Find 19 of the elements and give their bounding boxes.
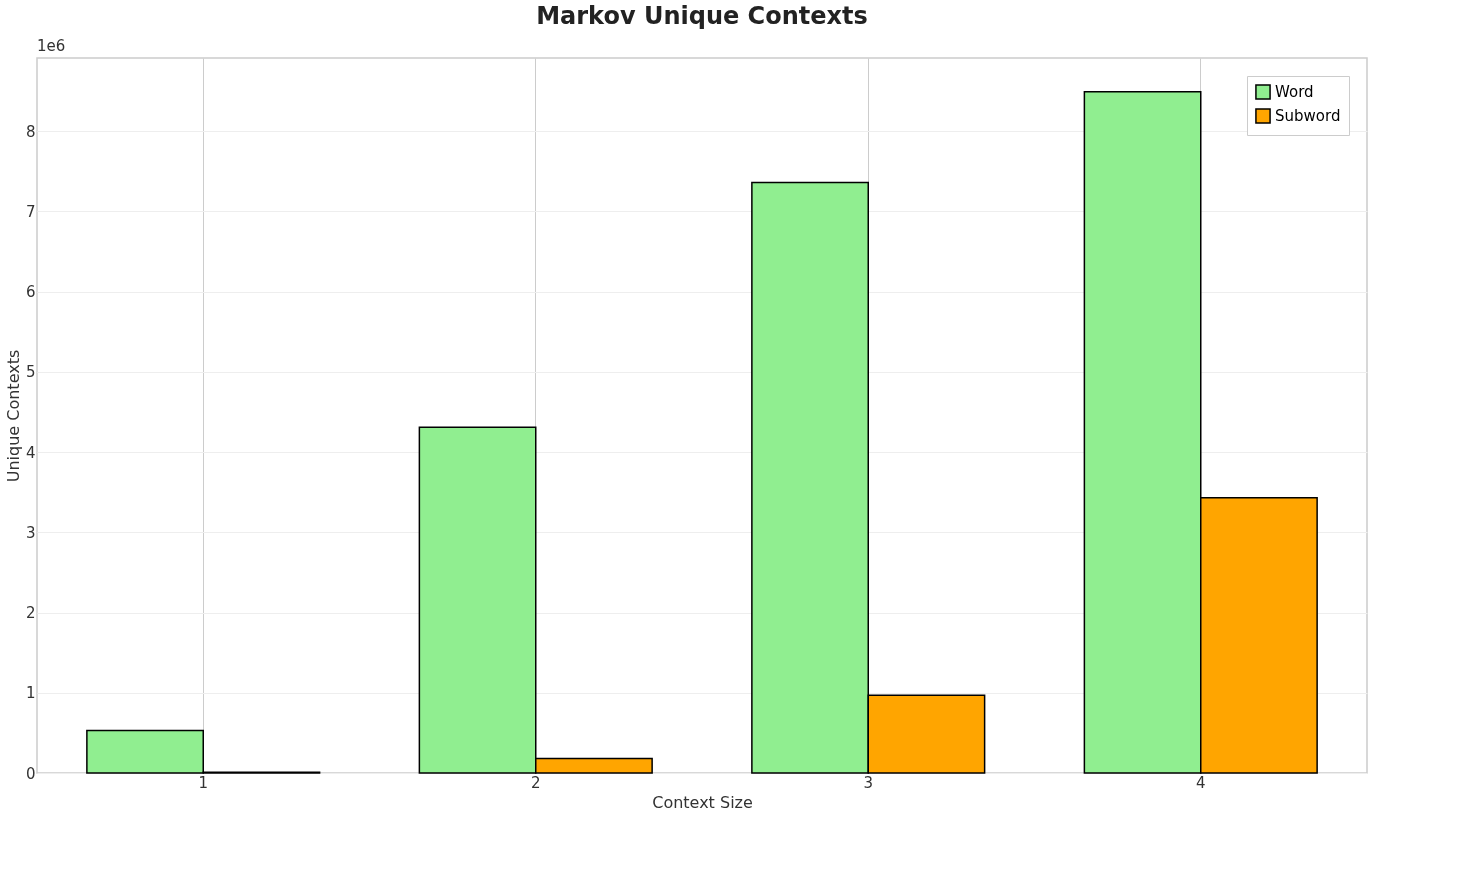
- y-tick-label: 2: [25, 604, 36, 623]
- y-tick-label: 7: [25, 202, 36, 221]
- y-tick-label: 3: [25, 523, 36, 542]
- y-tick-label: 8: [25, 122, 36, 141]
- y-tick-label: 6: [25, 283, 36, 302]
- legend-label: Word: [1275, 83, 1314, 101]
- y-tick-label: 5: [25, 363, 36, 382]
- y-tick-label: 0: [25, 764, 36, 783]
- y-tick-label: 4: [25, 443, 36, 462]
- y-axis-title: Unique Contexts: [3, 349, 23, 483]
- text: 1e6: [37, 37, 66, 55]
- x-tick-label: 2: [530, 773, 541, 792]
- x-tick-label: 1: [198, 773, 209, 792]
- chart-title: Markov Unique Contexts: [536, 2, 868, 30]
- legend-label: Subword: [1275, 107, 1341, 125]
- y-tick-label: 1: [25, 684, 36, 703]
- x-tick-label: 4: [1195, 773, 1206, 792]
- x-axis-title: Context Size: [652, 792, 753, 812]
- x-tick-label: 3: [863, 773, 874, 792]
